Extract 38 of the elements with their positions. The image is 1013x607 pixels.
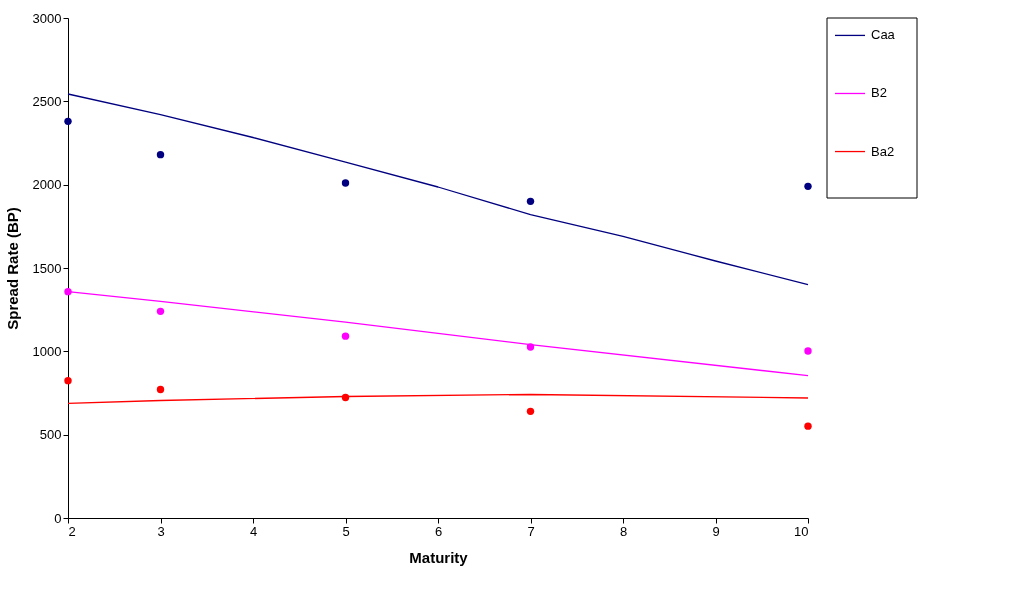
legend-label: B2 [871,85,887,101]
y-tick-label: 0 [54,510,62,526]
point [341,332,350,340]
point [526,407,535,416]
y-tick-label: 1000 [32,343,62,359]
line-series [67,93,809,286]
point [156,385,165,394]
point [64,376,72,385]
x-tick-label: 2 [68,523,76,539]
point [526,197,535,206]
point [341,179,350,187]
y-axis-title: Spread Rate (BP) [3,207,21,330]
x-axis-title: Maturity [409,548,469,566]
y-tick-label: 2000 [32,177,62,193]
x-tick-label: 3 [157,523,165,539]
point [804,422,812,430]
legend-label: Ba2 [871,143,895,159]
x-tick-label: 10 [794,523,809,539]
point [341,393,350,402]
point [526,343,535,351]
legend-label: Caa [871,27,896,43]
x-tick-label: 5 [342,523,350,539]
x-tick-label: 7 [527,523,535,539]
x-tick-label: 4 [249,523,258,539]
line-series [67,393,809,404]
y-tick-label: 500 [39,427,62,443]
y-tick-label: 1500 [32,260,62,276]
point [804,182,812,191]
x-tick-label: 8 [619,523,628,539]
x-tick-label: 6 [434,523,443,539]
point [804,347,812,355]
point [64,287,72,296]
y-tick-label: 2500 [32,93,62,109]
y-tick-label: 3000 [32,10,62,26]
point [156,150,165,159]
x-tick-label: 9 [712,523,720,539]
point [64,117,72,126]
point [156,307,165,316]
